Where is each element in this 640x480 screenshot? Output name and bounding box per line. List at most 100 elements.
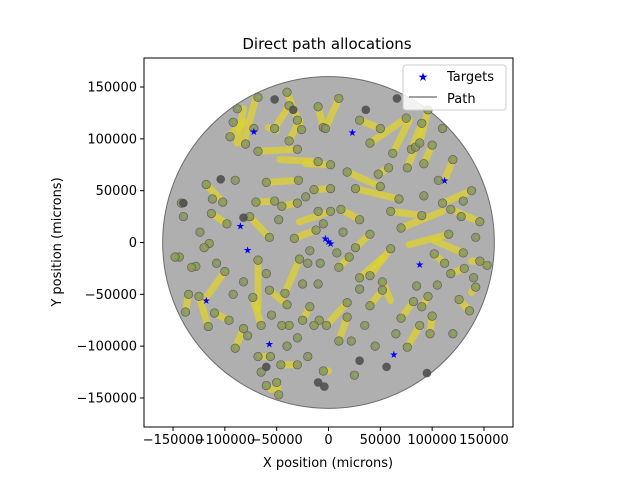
target-dot [400, 316, 404, 320]
target-dot [329, 162, 333, 166]
target-dot [306, 261, 310, 265]
target-dot [486, 263, 490, 267]
target-dot [468, 309, 472, 312]
target-dot [437, 178, 441, 182]
target-dot [358, 275, 362, 279]
y-tick-label: 100000 [87, 132, 137, 147]
y-tick-label: 0 [129, 236, 137, 251]
target-dot [286, 90, 290, 94]
target-dot [474, 235, 478, 239]
target-dot [358, 217, 362, 221]
target-dot [340, 207, 343, 211]
target-dot [288, 323, 292, 327]
target-dot [229, 134, 233, 138]
target-dot [260, 323, 264, 327]
target-dot [205, 182, 209, 186]
target-dot [309, 304, 312, 308]
target-dot [479, 259, 482, 263]
target-dot [224, 269, 227, 273]
target-dot [377, 172, 381, 176]
legend-box [402, 64, 507, 111]
path-segment [439, 187, 476, 207]
target-dot [252, 295, 255, 299]
target-star: ★ [440, 176, 449, 187]
target-dot [213, 311, 217, 314]
target-dot [280, 363, 283, 366]
target-dot [322, 369, 326, 373]
target-dot [348, 255, 352, 259]
y-tick-label: 150000 [87, 81, 137, 96]
target-dot [374, 344, 378, 348]
path-segment [246, 213, 273, 241]
target-star: ★ [324, 237, 333, 248]
path-segment [195, 292, 212, 330]
target-dot [338, 96, 341, 100]
target-dot [398, 197, 401, 200]
path-segment [366, 114, 410, 147]
target-dot [389, 209, 393, 213]
path-segment [389, 116, 413, 157]
target-dot [324, 126, 328, 130]
target-dot [306, 354, 310, 358]
target-dot [369, 303, 372, 307]
x-tick-label: 100000 [407, 433, 457, 448]
target-dot [423, 161, 426, 165]
target-dot [418, 323, 422, 327]
target-dot [298, 257, 302, 261]
target-dot [236, 106, 240, 110]
legend-label-targets: Targets [446, 70, 494, 85]
unassigned-fiber-marker [270, 95, 279, 104]
x-tick-label: 150000 [459, 433, 509, 448]
target-dot [296, 147, 300, 151]
target-dot [301, 318, 305, 322]
x-axis-label: X position (microns) [263, 456, 393, 471]
target-star: ★ [415, 260, 424, 271]
path-segment [343, 168, 384, 191]
target-dot [379, 184, 383, 188]
target-dot [363, 323, 367, 327]
target-dot [315, 228, 319, 232]
target-dot [281, 204, 284, 208]
target-dot [405, 116, 409, 120]
target-dot [329, 209, 333, 213]
target-dot [450, 207, 453, 211]
target-dot [190, 265, 194, 269]
y-axis-label: Y position (microns) [50, 177, 65, 307]
target-dot [420, 304, 424, 308]
target-dot [353, 373, 357, 377]
target-dot [246, 333, 250, 337]
target-dot [387, 166, 391, 169]
target-dot [447, 232, 451, 236]
target-dot [313, 187, 316, 191]
target-dot [275, 380, 279, 384]
target-star: ★ [389, 350, 398, 361]
target-dot [265, 271, 269, 275]
target-star: ★ [348, 128, 357, 139]
target-markers: ★★★★★★★★★★★★ [202, 127, 449, 361]
target-dot [431, 314, 435, 318]
target-dot [284, 291, 287, 295]
y-tick-label: −150000 [76, 391, 137, 406]
target-dot [379, 126, 383, 130]
target-dot [203, 245, 207, 249]
target-dot [317, 159, 321, 163]
x-tick-label: −150000 [143, 433, 204, 448]
target-dot [470, 188, 474, 192]
path-segment [200, 268, 229, 305]
target-dot [325, 323, 329, 327]
target-dot [472, 275, 476, 279]
target-dot [452, 157, 455, 161]
chart-title: Direct path allocations [242, 35, 411, 53]
target-dot [420, 121, 424, 125]
target-dot [198, 294, 201, 298]
target-dot [288, 103, 292, 107]
target-dot [313, 323, 316, 327]
path-segment [387, 207, 426, 220]
target-dot [389, 246, 393, 250]
target-dot [248, 214, 252, 218]
target-dot [273, 126, 277, 130]
target-star: ★ [202, 296, 211, 307]
target-dot [462, 251, 466, 254]
target-dot [257, 258, 261, 262]
target-dot [273, 199, 277, 203]
